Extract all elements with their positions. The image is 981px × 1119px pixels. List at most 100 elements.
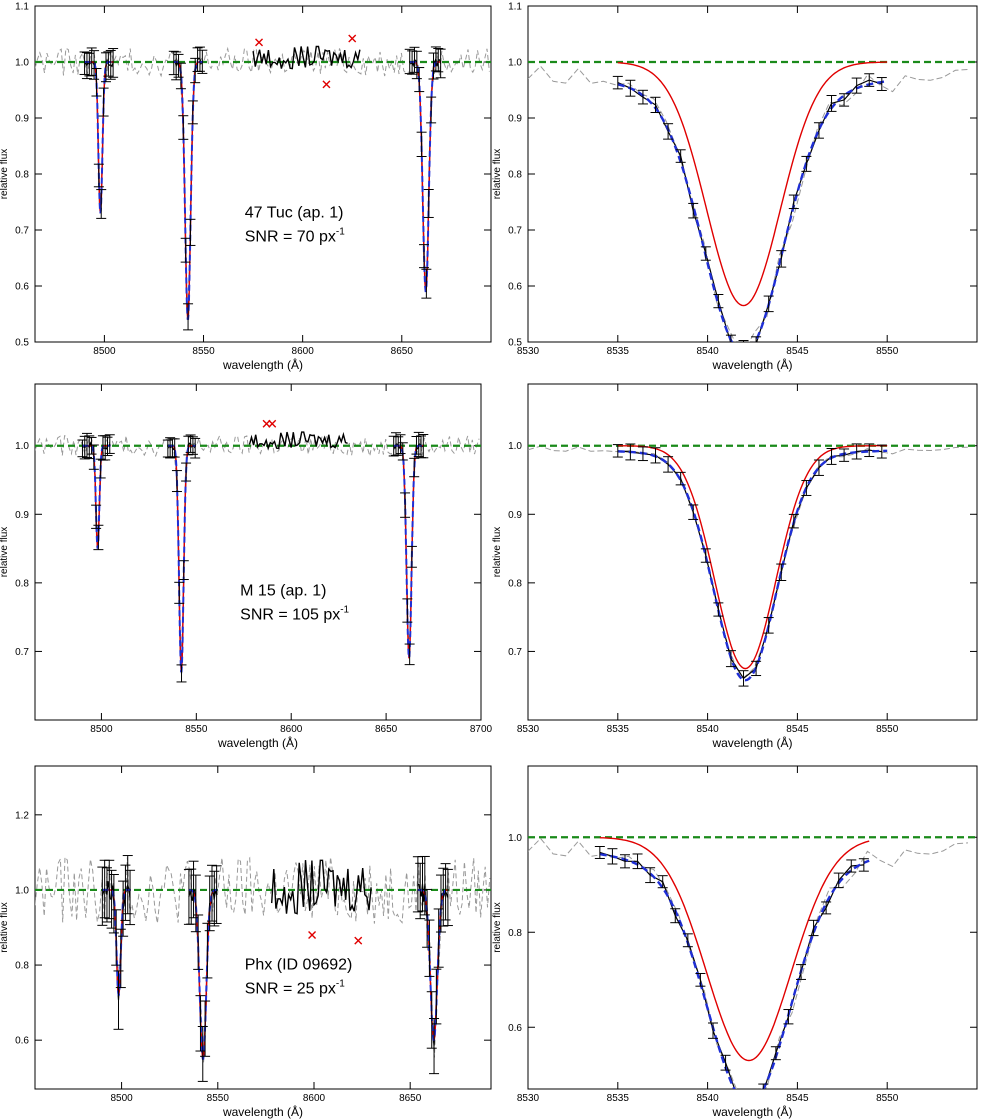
- annotation-snr: SNR = 105 px-1: [240, 605, 349, 624]
- plot-frame: [527, 383, 978, 721]
- blue-fit-line: [599, 853, 870, 1089]
- y-axis-label: relative flux: [492, 902, 503, 953]
- annotation-snr: SNR = 25 px-1: [245, 978, 345, 997]
- snr-unit-exponent: -1: [340, 605, 349, 616]
- x-tick-label: 8540: [696, 346, 719, 357]
- y-tick-label: 1.0: [508, 58, 522, 69]
- x-tick-label: 8650: [391, 346, 414, 357]
- observed-spectrum: [599, 851, 864, 1089]
- x-axis-label: wavelength (Å): [711, 735, 792, 750]
- rejected-point-marker: [322, 80, 331, 89]
- x-tick-label: 8530: [517, 346, 540, 357]
- plot-area: [35, 419, 481, 683]
- y-tick-label: 0.8: [15, 170, 29, 181]
- x-axis-label: wavelength (Å): [217, 735, 298, 750]
- x-tick-label: 8550: [876, 346, 899, 357]
- y-tick-label: 0.9: [508, 114, 522, 125]
- red-fit-line: [617, 445, 888, 670]
- y-axis-label: relative flux: [492, 527, 503, 578]
- x-tick-label: 8535: [607, 1093, 630, 1104]
- rejected-point-marker: [308, 931, 317, 940]
- y-tick-label: 0.7: [508, 647, 522, 658]
- y-tick-label: 0.5: [508, 338, 522, 349]
- y-tick-label: 1.0: [15, 58, 29, 69]
- y-axis-label: relative flux: [0, 149, 10, 200]
- x-tick-label: 8540: [696, 1093, 719, 1104]
- x-tick-label: 8500: [90, 724, 113, 735]
- x-tick-label: 8600: [280, 724, 303, 735]
- y-tick-label: 0.9: [15, 510, 29, 521]
- continuum-window-spectrum: [271, 859, 372, 915]
- x-tick-label: 8550: [876, 1093, 899, 1104]
- x-tick-label: 8545: [786, 346, 809, 357]
- y-tick-label: 0.9: [508, 510, 522, 521]
- snr-value: SNR = 25 px: [245, 980, 336, 997]
- y-tick-label: 1.0: [508, 833, 522, 844]
- x-tick-label: 8500: [110, 1093, 133, 1104]
- continuum-window-spectrum: [252, 45, 361, 70]
- plot-area: [35, 34, 491, 331]
- x-tick-label: 8540: [696, 724, 719, 735]
- observed-spectrum: [617, 449, 882, 680]
- rejected-point-marker: [348, 34, 357, 43]
- plot-frame: [34, 383, 482, 721]
- y-tick-label: 0.6: [508, 282, 522, 293]
- x-tick-label: 8535: [607, 724, 630, 735]
- observed-line-2: [167, 442, 196, 674]
- blue-fit-line: [617, 80, 888, 342]
- panel-phx-zoom: 8530 8535 8540 8545 8550 0.6 0.8 1.0 wavelength …: [492, 765, 978, 1119]
- annotation-snr: SNR = 70 px-1: [245, 227, 345, 246]
- rejected-point-marker: [354, 936, 363, 945]
- red-fit-line: [617, 61, 888, 307]
- y-tick-label: 0.8: [508, 578, 522, 589]
- red-fit-line: [599, 837, 870, 1062]
- x-axis-label: wavelength (Å): [711, 1104, 792, 1119]
- x-tick-label: 8545: [786, 724, 809, 735]
- y-tick-label: 0.8: [508, 928, 522, 939]
- x-axis-label: wavelength (Å): [222, 1104, 303, 1119]
- red-fit-line-3: [409, 61, 441, 292]
- panel-tuc-full: 8500 8550 8600 8650 0.5 0.6 0.7 0.8 0.9 1.0 1.1 wav…: [0, 2, 492, 372]
- masked-spectrum: [35, 855, 491, 1064]
- plot-area: [528, 60, 977, 342]
- blue-fit-line-2: [167, 444, 196, 673]
- x-axis-label: wavelength (Å): [711, 357, 792, 372]
- y-tick-label: 1.0: [15, 885, 29, 896]
- plot-area: [528, 443, 977, 687]
- x-tick-label: 8600: [303, 1093, 326, 1104]
- x-tick-label: 8550: [185, 724, 208, 735]
- masked-spectrum: [528, 837, 969, 1089]
- annotation-name: M 15 (ap. 1): [240, 583, 326, 600]
- y-tick-label: 0.7: [508, 226, 522, 237]
- x-tick-label: 8650: [399, 1093, 422, 1104]
- y-tick-label: 0.8: [508, 170, 522, 181]
- snr-unit-exponent: -1: [336, 978, 345, 989]
- red-fit-line-3: [393, 445, 424, 659]
- y-tick-label: 0.9: [15, 114, 29, 125]
- panel-phx-full: 8500 8550 8600 8650 0.6 0.8 1.0 1.2 wavelength (…: [0, 765, 492, 1119]
- x-axis-label: wavelength (Å): [222, 357, 303, 372]
- plot-area: [528, 836, 977, 1089]
- plot-frame: [527, 765, 978, 1090]
- y-tick-label: 0.8: [15, 578, 29, 589]
- x-tick-label: 8550: [207, 1093, 230, 1104]
- plot-frame: [34, 5, 492, 343]
- y-tick-label: 0.5: [15, 338, 29, 349]
- y-axis-label: relative flux: [492, 149, 503, 200]
- panel-m15-full: 8500 8550 8600 8650 8700 0.7 0.8 0.9 1.0 waveleng…: [0, 383, 493, 750]
- plot-area: [35, 855, 491, 1082]
- plot-frame: [527, 5, 978, 343]
- rejected-point-marker: [262, 419, 271, 428]
- y-axis-label: relative flux: [0, 902, 10, 953]
- y-tick-label: 0.7: [15, 647, 29, 658]
- observed-spectrum: [617, 79, 882, 342]
- y-tick-label: 1.1: [508, 2, 522, 13]
- continuum-window-spectrum: [248, 431, 348, 451]
- observed-line-2: [173, 57, 203, 317]
- x-tick-label: 8550: [192, 346, 215, 357]
- x-tick-label: 8530: [517, 1093, 540, 1104]
- annotation-name: 47 Tuc (ap. 1): [245, 205, 344, 222]
- y-tick-label: 0.7: [15, 226, 29, 237]
- x-tick-label: 8500: [93, 346, 116, 357]
